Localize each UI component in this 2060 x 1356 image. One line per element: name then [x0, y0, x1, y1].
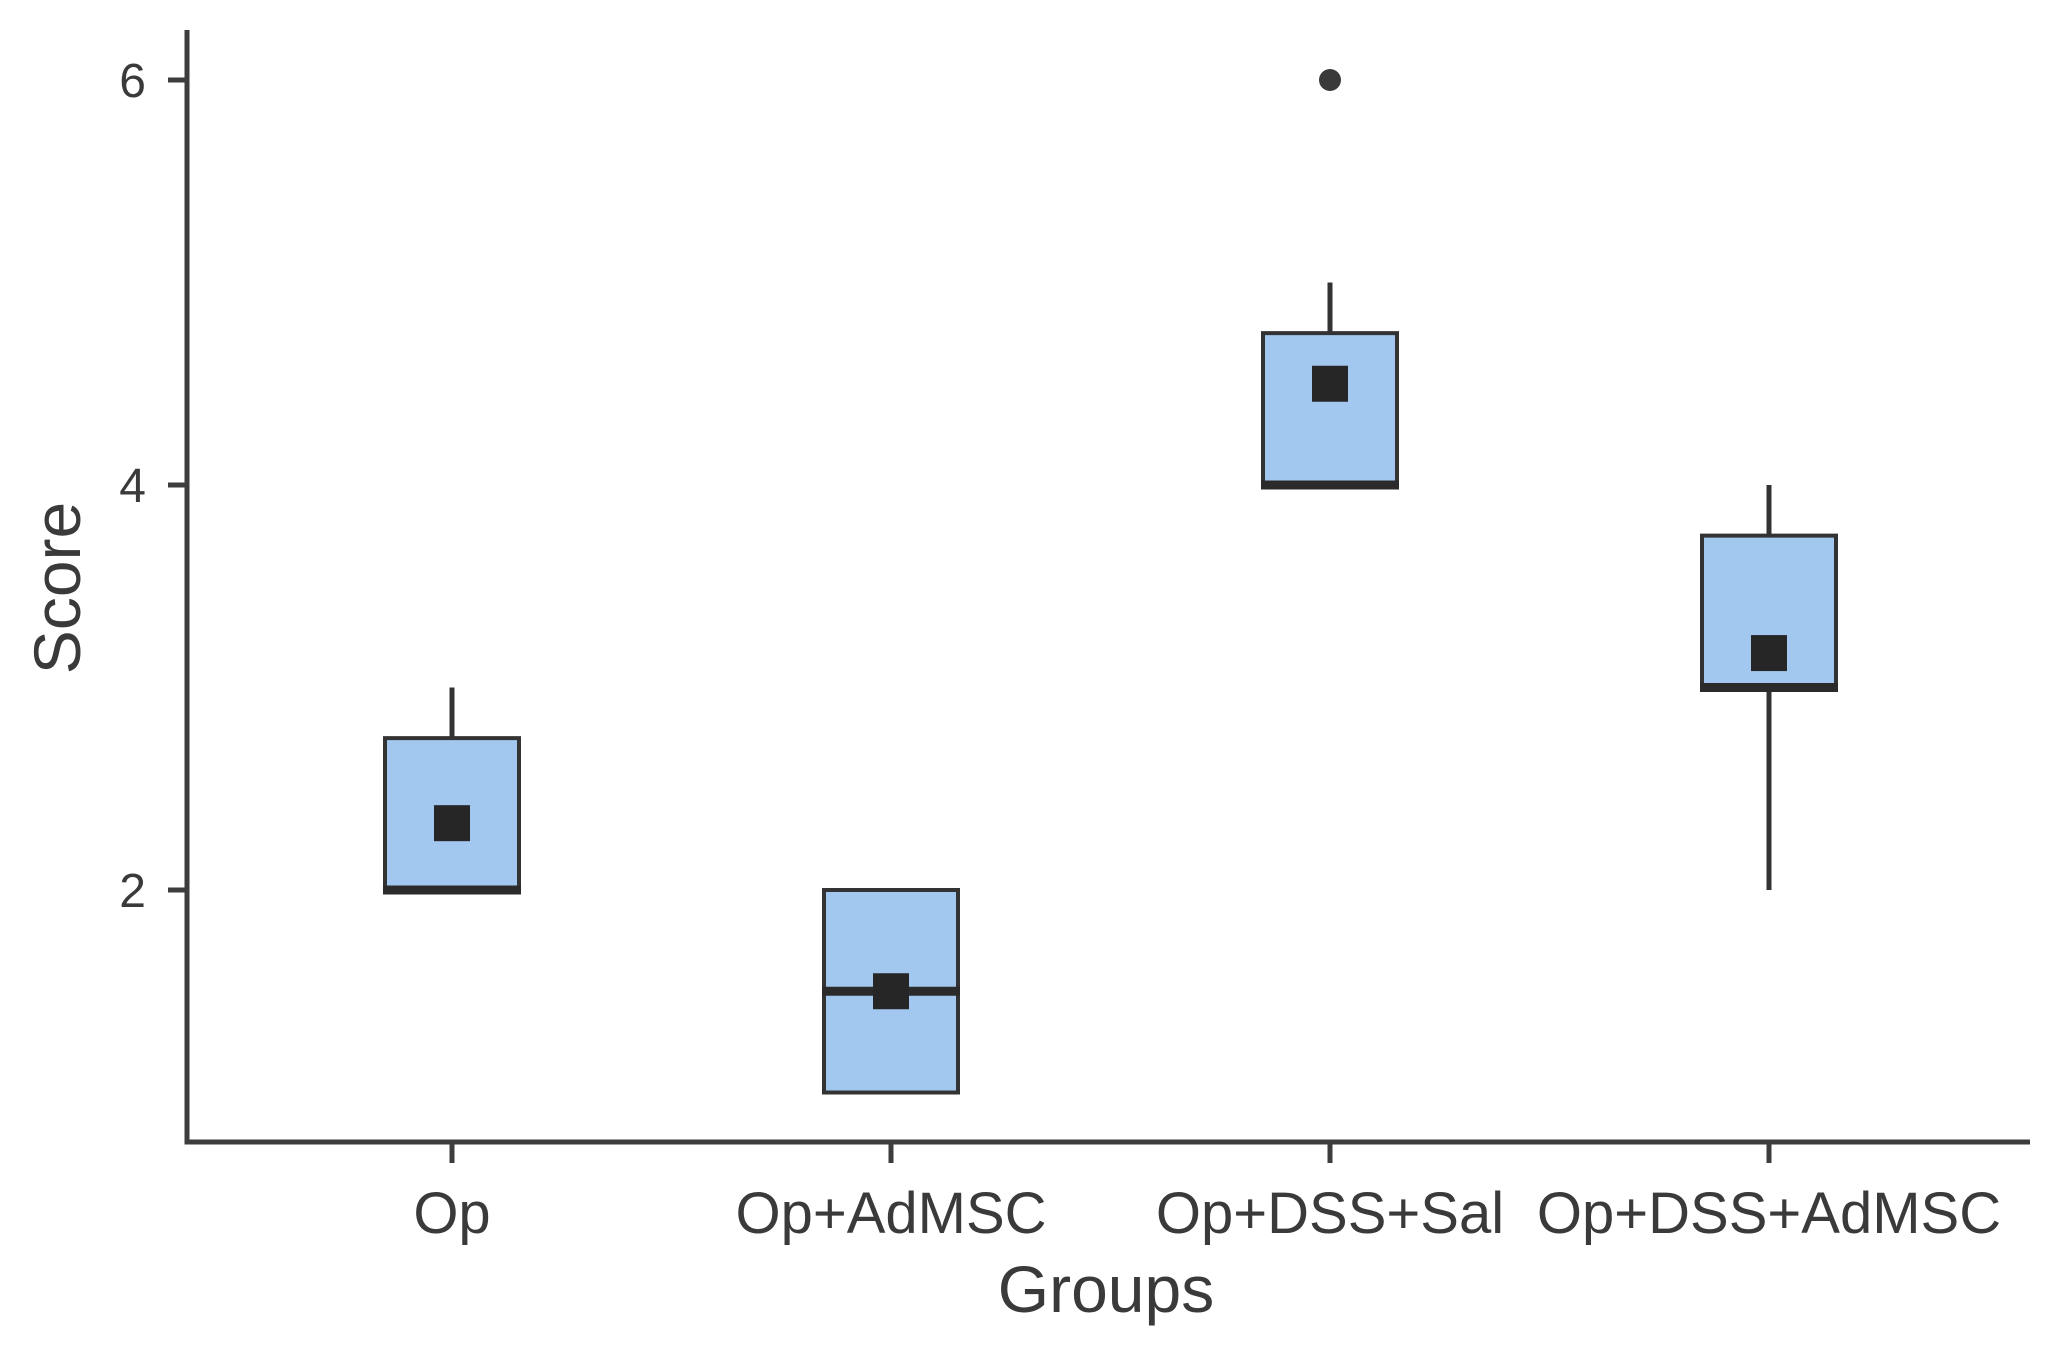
- mean-marker-op: [434, 805, 470, 842]
- mean-marker-op-dss-sal: [1312, 365, 1348, 402]
- box-op-dss-sal: [1261, 331, 1399, 487]
- x-axis-title: Groups: [998, 1252, 1214, 1326]
- y-tick-label-6: 6: [119, 55, 146, 108]
- mean-marker-op-dss-admsc: [1751, 635, 1787, 672]
- x-category-label-op-dss-sal: Op+DSS+Sal: [1156, 1181, 1504, 1246]
- y-tick-label-4: 4: [119, 460, 146, 513]
- y-tick-label-2: 2: [119, 865, 146, 918]
- plot-area: 2 4 6 Op Op+AdMSC Op+DSS+Sal Op+DSS+AdMSC: [119, 30, 2030, 1246]
- x-category-label-op-admsc: Op+AdMSC: [735, 1181, 1046, 1246]
- x-category-label-op-dss-admsc: Op+DSS+AdMSC: [1537, 1181, 2001, 1246]
- y-axis-title: Score: [20, 502, 94, 674]
- x-category-label-op: Op: [413, 1181, 490, 1246]
- outlier-point-op-dss-sal: [1319, 69, 1341, 91]
- mean-marker-op-admsc: [873, 973, 909, 1010]
